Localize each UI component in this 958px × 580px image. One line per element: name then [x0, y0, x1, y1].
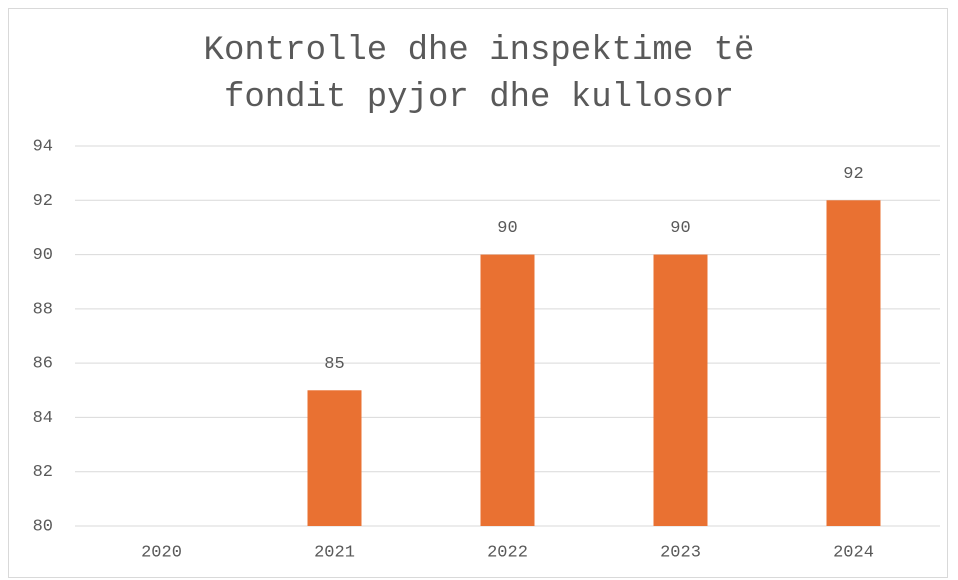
y-tick-label: 92 [33, 192, 53, 211]
y-tick-label: 90 [33, 246, 53, 265]
chart-frame [8, 8, 948, 578]
x-tick-label: 2022 [487, 543, 528, 562]
y-tick-label: 94 [33, 137, 53, 156]
data-label: 90 [497, 219, 517, 238]
chart-title: Kontrolle dhe inspektime të fondit pyjor… [203, 32, 755, 117]
bar [480, 254, 535, 527]
data-label: 92 [843, 165, 863, 184]
y-tick-label: 80 [33, 517, 53, 536]
data-label: 85 [324, 355, 344, 374]
x-tick-label: 2023 [660, 543, 701, 562]
y-tick-label: 88 [33, 300, 53, 319]
y-tick-label: 84 [33, 409, 53, 428]
bar [653, 254, 708, 527]
y-tick-label: 82 [33, 463, 53, 482]
bar [826, 200, 881, 527]
bar [307, 390, 362, 526]
x-tick-label: 2024 [833, 543, 874, 562]
x-tick-label: 2020 [141, 543, 182, 562]
x-tick-label: 2021 [314, 543, 355, 562]
data-label: 90 [670, 219, 690, 238]
y-tick-label: 86 [33, 355, 53, 374]
